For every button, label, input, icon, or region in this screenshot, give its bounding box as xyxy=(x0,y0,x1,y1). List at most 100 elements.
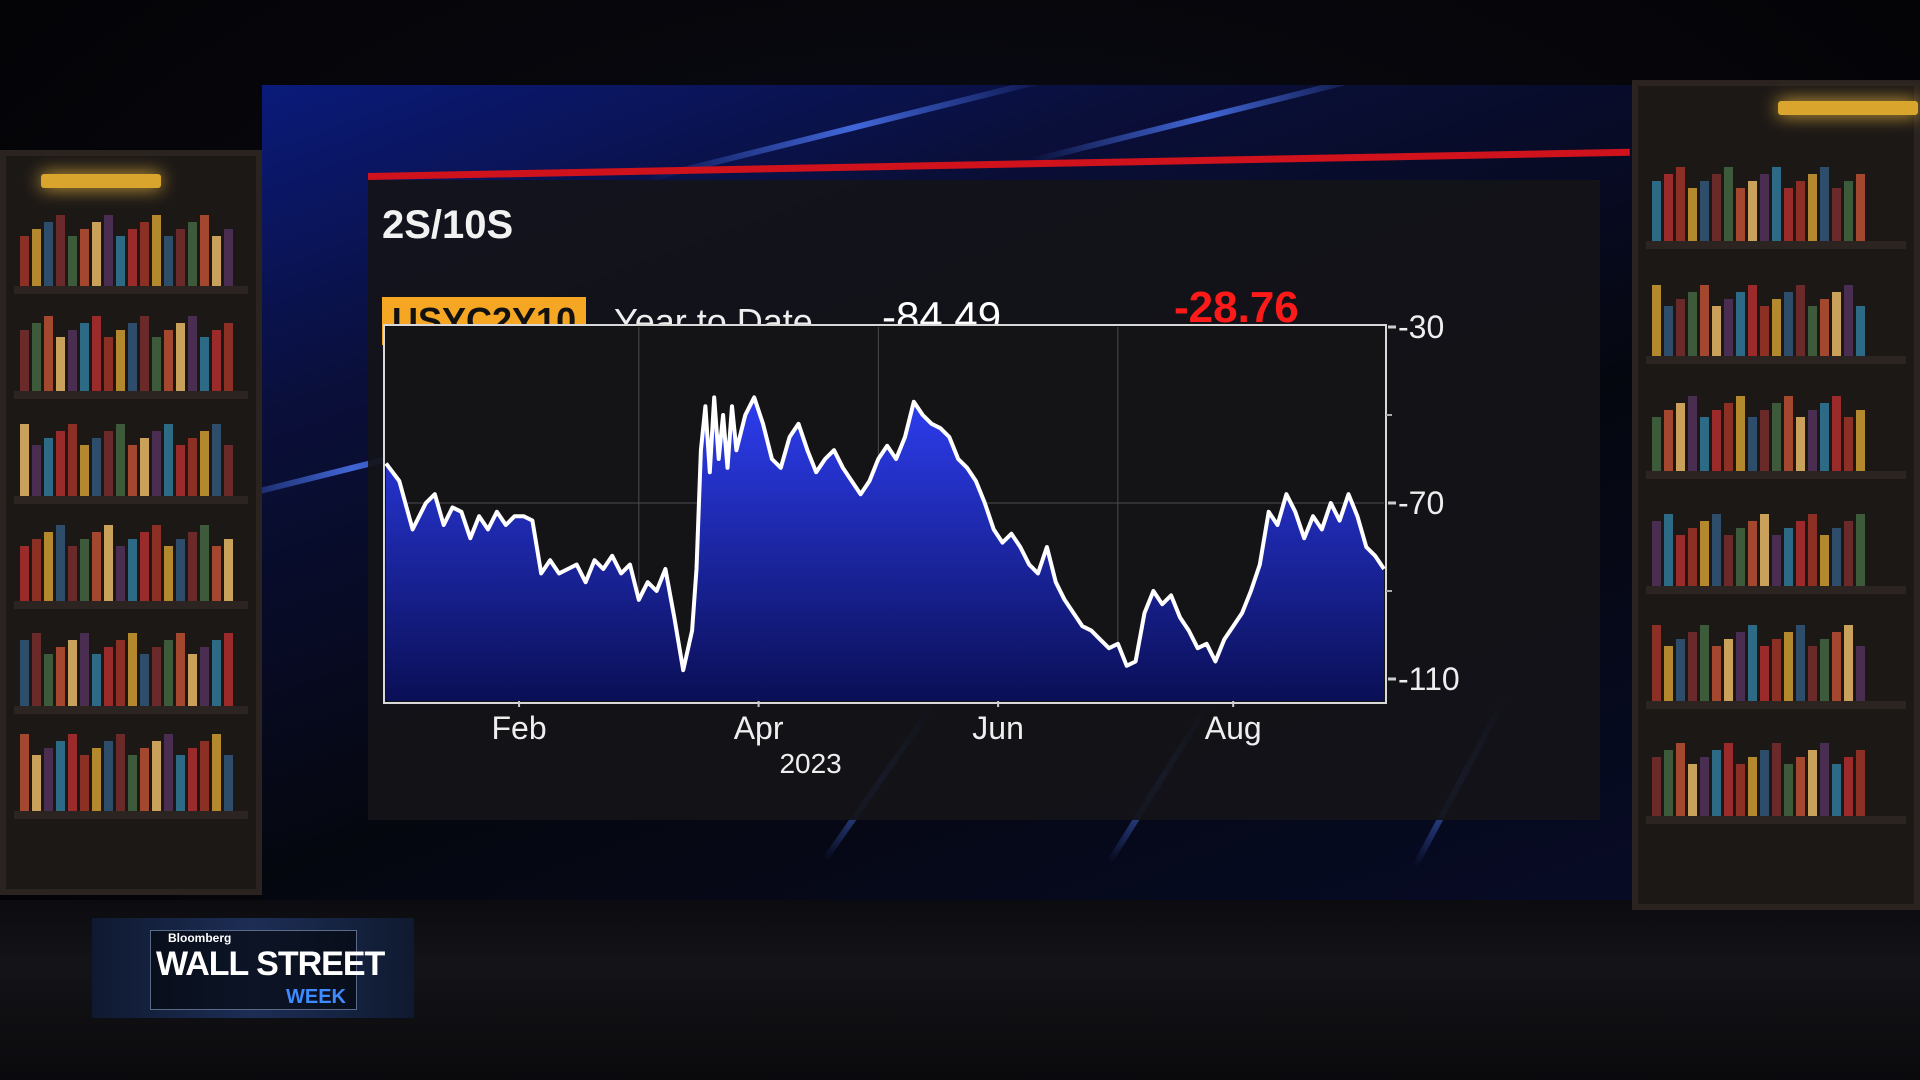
book-spine xyxy=(152,215,161,286)
book-spine xyxy=(164,236,173,286)
book-spine xyxy=(1748,757,1757,816)
book-spine xyxy=(1784,764,1793,816)
yield-curve-chart: Feb Apr Jun Aug 2023 -30 -70 -110 xyxy=(383,309,1460,779)
book-spine xyxy=(188,532,197,601)
book-spine xyxy=(1748,285,1757,356)
book-spine xyxy=(1664,750,1673,816)
y-tick-label: -70 xyxy=(1398,485,1444,521)
book-spine xyxy=(20,424,29,496)
book-spine xyxy=(1844,417,1853,471)
book-spine xyxy=(1676,403,1685,471)
book-spine xyxy=(140,654,149,706)
book-spine xyxy=(1748,181,1757,241)
book-spine xyxy=(1652,181,1661,241)
book-spine xyxy=(152,337,161,391)
book-spine xyxy=(1676,743,1685,816)
y-tick-label: -30 xyxy=(1398,309,1444,345)
book-spine xyxy=(1832,188,1841,241)
book-spine xyxy=(44,748,53,811)
book-spine xyxy=(1832,292,1841,356)
x-tick-label: Aug xyxy=(1205,710,1262,746)
book-spine xyxy=(1700,285,1709,356)
book-spine xyxy=(176,633,185,706)
book-spine xyxy=(1724,535,1733,586)
book-spine xyxy=(92,532,101,601)
book-spine xyxy=(1724,403,1733,471)
book-spine xyxy=(1820,743,1829,816)
book-spine xyxy=(32,323,41,391)
book-spine xyxy=(176,323,185,391)
x-year-label: 2023 xyxy=(779,748,841,779)
book-spine xyxy=(200,525,209,601)
book-spine xyxy=(104,647,113,706)
book-spine xyxy=(1748,625,1757,701)
book-spine xyxy=(1844,285,1853,356)
book-spine xyxy=(116,546,125,601)
book-spine xyxy=(188,438,197,496)
book-spine xyxy=(1700,181,1709,241)
book-spine xyxy=(1760,646,1769,701)
book-spine xyxy=(140,316,149,391)
book-spine xyxy=(176,229,185,286)
book-spine xyxy=(1844,521,1853,586)
book-spine xyxy=(1664,174,1673,241)
book-spine xyxy=(1748,521,1757,586)
book-spine xyxy=(1652,521,1661,586)
book-spine xyxy=(1808,750,1817,816)
series-line xyxy=(384,395,1386,673)
book-spine xyxy=(56,215,65,286)
book-spine xyxy=(1856,410,1865,471)
book-row xyxy=(14,416,248,504)
x-tick-label: Feb xyxy=(491,710,546,746)
book-spine xyxy=(1808,514,1817,586)
book-spine xyxy=(1736,632,1745,701)
book-spine xyxy=(32,445,41,496)
book-spine xyxy=(80,445,89,496)
book-spine xyxy=(20,236,29,286)
book-spine xyxy=(1844,625,1853,701)
book-spine xyxy=(1796,625,1805,701)
book-spine xyxy=(224,633,233,706)
book-spine xyxy=(212,236,221,286)
shelf-light xyxy=(41,174,161,188)
book-spine xyxy=(92,222,101,286)
book-spine xyxy=(1832,632,1841,701)
book-spine xyxy=(1676,535,1685,586)
book-spine xyxy=(128,229,137,286)
book-spine xyxy=(32,539,41,601)
book-spine xyxy=(104,337,113,391)
book-spine xyxy=(116,236,125,286)
book-spine xyxy=(1700,417,1709,471)
book-row xyxy=(14,731,248,819)
book-spine xyxy=(200,337,209,391)
book-row xyxy=(14,206,248,294)
book-spine xyxy=(176,445,185,496)
book-spine xyxy=(80,755,89,811)
book-spine xyxy=(1760,514,1769,586)
book-spine xyxy=(1652,417,1661,471)
book-spine xyxy=(164,424,173,496)
book-spine xyxy=(104,431,113,496)
book-spine xyxy=(1856,750,1865,816)
book-spine xyxy=(1676,639,1685,701)
change-value: -28.76 xyxy=(1174,283,1299,332)
book-spine xyxy=(200,647,209,706)
book-spine xyxy=(92,438,101,496)
book-spine xyxy=(164,640,173,706)
book-spine xyxy=(68,236,77,286)
book-spine xyxy=(1820,639,1829,701)
book-spine xyxy=(200,431,209,496)
book-spine xyxy=(1700,625,1709,701)
book-spine xyxy=(1712,646,1721,701)
book-spine xyxy=(56,525,65,601)
video-wall-screen: 2S/10S USYC2Y10 Year to Date -84.49 -28.… xyxy=(262,85,1632,900)
book-spine xyxy=(1796,181,1805,241)
book-spine xyxy=(1760,174,1769,241)
logo-subtitle: WEEK xyxy=(286,986,346,1008)
book-spine xyxy=(44,654,53,706)
y-tick-label: -110 xyxy=(1398,661,1460,697)
book-spine xyxy=(1856,306,1865,356)
book-spine xyxy=(1736,396,1745,471)
book-row xyxy=(1646,161,1906,249)
book-spine xyxy=(224,539,233,601)
